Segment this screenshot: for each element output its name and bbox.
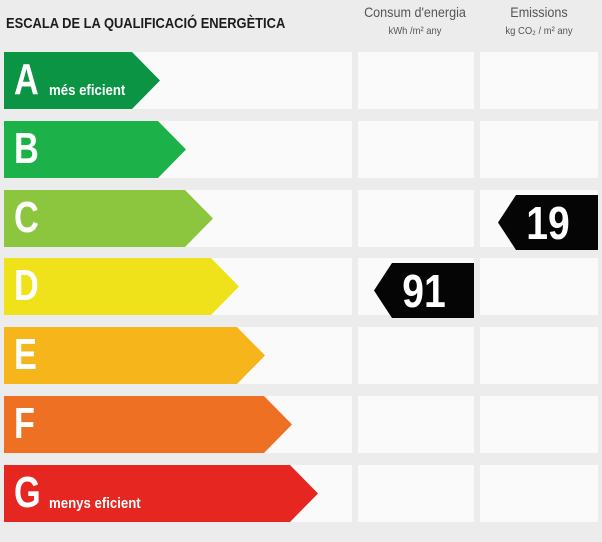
chart-title: ESCALA DE LA QUALIFICACIÓ ENERGÈTICA	[6, 15, 286, 32]
row-cell	[358, 465, 474, 522]
row-cell	[358, 190, 474, 247]
emissions-rating-value: 19	[526, 197, 570, 249]
emissions-heading: Emissions	[510, 4, 568, 20]
rating-arrow-e: E	[4, 327, 265, 384]
rating-letter: B	[14, 124, 39, 173]
rating-letter: G	[14, 468, 41, 517]
energy-unit: kWh /m² any	[388, 25, 442, 37]
row-cell	[358, 396, 474, 453]
row-cell	[358, 327, 474, 384]
rating-arrow-d: D	[4, 258, 239, 315]
rating-arrow-b: B	[4, 121, 186, 178]
rating-arrow-f: F	[4, 396, 292, 453]
rating-sublabel: més eficient	[49, 82, 126, 99]
row-cell	[480, 52, 598, 109]
rating-row-c: C 19	[0, 190, 602, 250]
rating-row-e: E	[0, 327, 602, 384]
rating-letter: D	[14, 261, 39, 310]
emissions-rating-badge: 19	[498, 195, 598, 250]
rating-row-d: D 91	[0, 258, 602, 318]
row-cell	[358, 52, 474, 109]
energy-heading: Consum d'energia	[364, 4, 466, 20]
energy-rating-badge: 91	[374, 263, 474, 318]
rating-arrow-c: C	[4, 190, 213, 247]
row-cell	[480, 121, 598, 178]
energy-rating-value: 91	[402, 265, 446, 317]
row-cell	[480, 258, 598, 315]
row-cell	[358, 121, 474, 178]
rating-letter: E	[14, 330, 37, 379]
emissions-column-header: Emissions kg CO₂ / m² any	[480, 4, 598, 37]
rating-letter: A	[14, 55, 39, 104]
rating-row-f: F	[0, 396, 602, 453]
energy-column-header: Consum d'energia kWh /m² any	[356, 4, 474, 37]
row-cell	[480, 465, 598, 522]
emissions-unit: kg CO₂ / m² any	[505, 25, 573, 37]
rating-letter: C	[14, 193, 39, 242]
rating-letter: F	[14, 399, 35, 448]
row-cell	[480, 327, 598, 384]
rating-row-b: B	[0, 121, 602, 178]
row-cell	[480, 396, 598, 453]
rating-sublabel: menys eficient	[49, 495, 141, 512]
